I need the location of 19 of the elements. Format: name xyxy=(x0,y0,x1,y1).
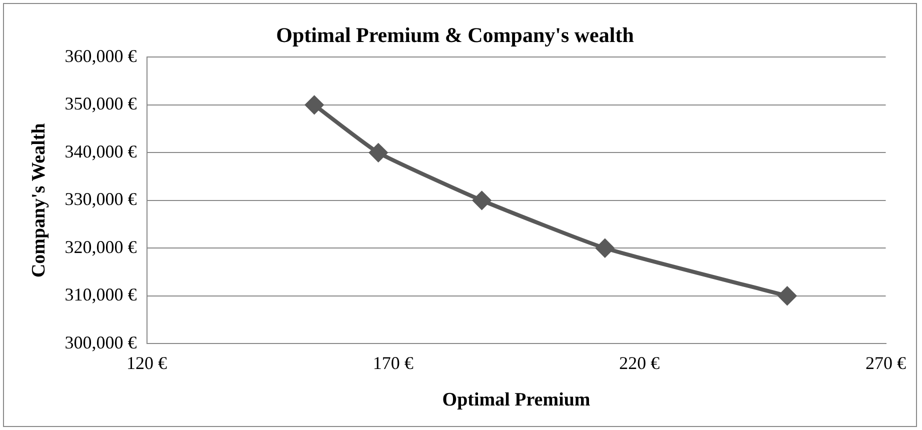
y-tick-label: 340,000 € xyxy=(64,141,137,162)
point xyxy=(472,191,491,210)
point xyxy=(369,144,388,162)
x-tick-label: 120 € xyxy=(126,353,168,374)
y-tick-label: 350,000 € xyxy=(64,94,137,114)
y-axis-title: Company's Wealth xyxy=(28,122,50,278)
point xyxy=(596,239,614,258)
point xyxy=(778,286,796,305)
x-tick-label: 170 € xyxy=(372,353,414,374)
chart-title: Optimal Premium & Company's wealth xyxy=(276,23,634,48)
y-tick-label: 330,000 € xyxy=(64,189,137,210)
y-tick-label: 360,000 € xyxy=(64,46,137,66)
x-axis-title: Optimal Premium xyxy=(442,390,590,411)
x-tick-label: 220 € xyxy=(619,353,660,374)
y-tick-label: 320,000 € xyxy=(64,236,137,257)
y-tick-label: 310,000 € xyxy=(64,284,137,305)
y-tick-label: 300,000 € xyxy=(64,332,137,352)
point xyxy=(305,96,324,114)
x-tick-label: 270 € xyxy=(866,353,906,374)
